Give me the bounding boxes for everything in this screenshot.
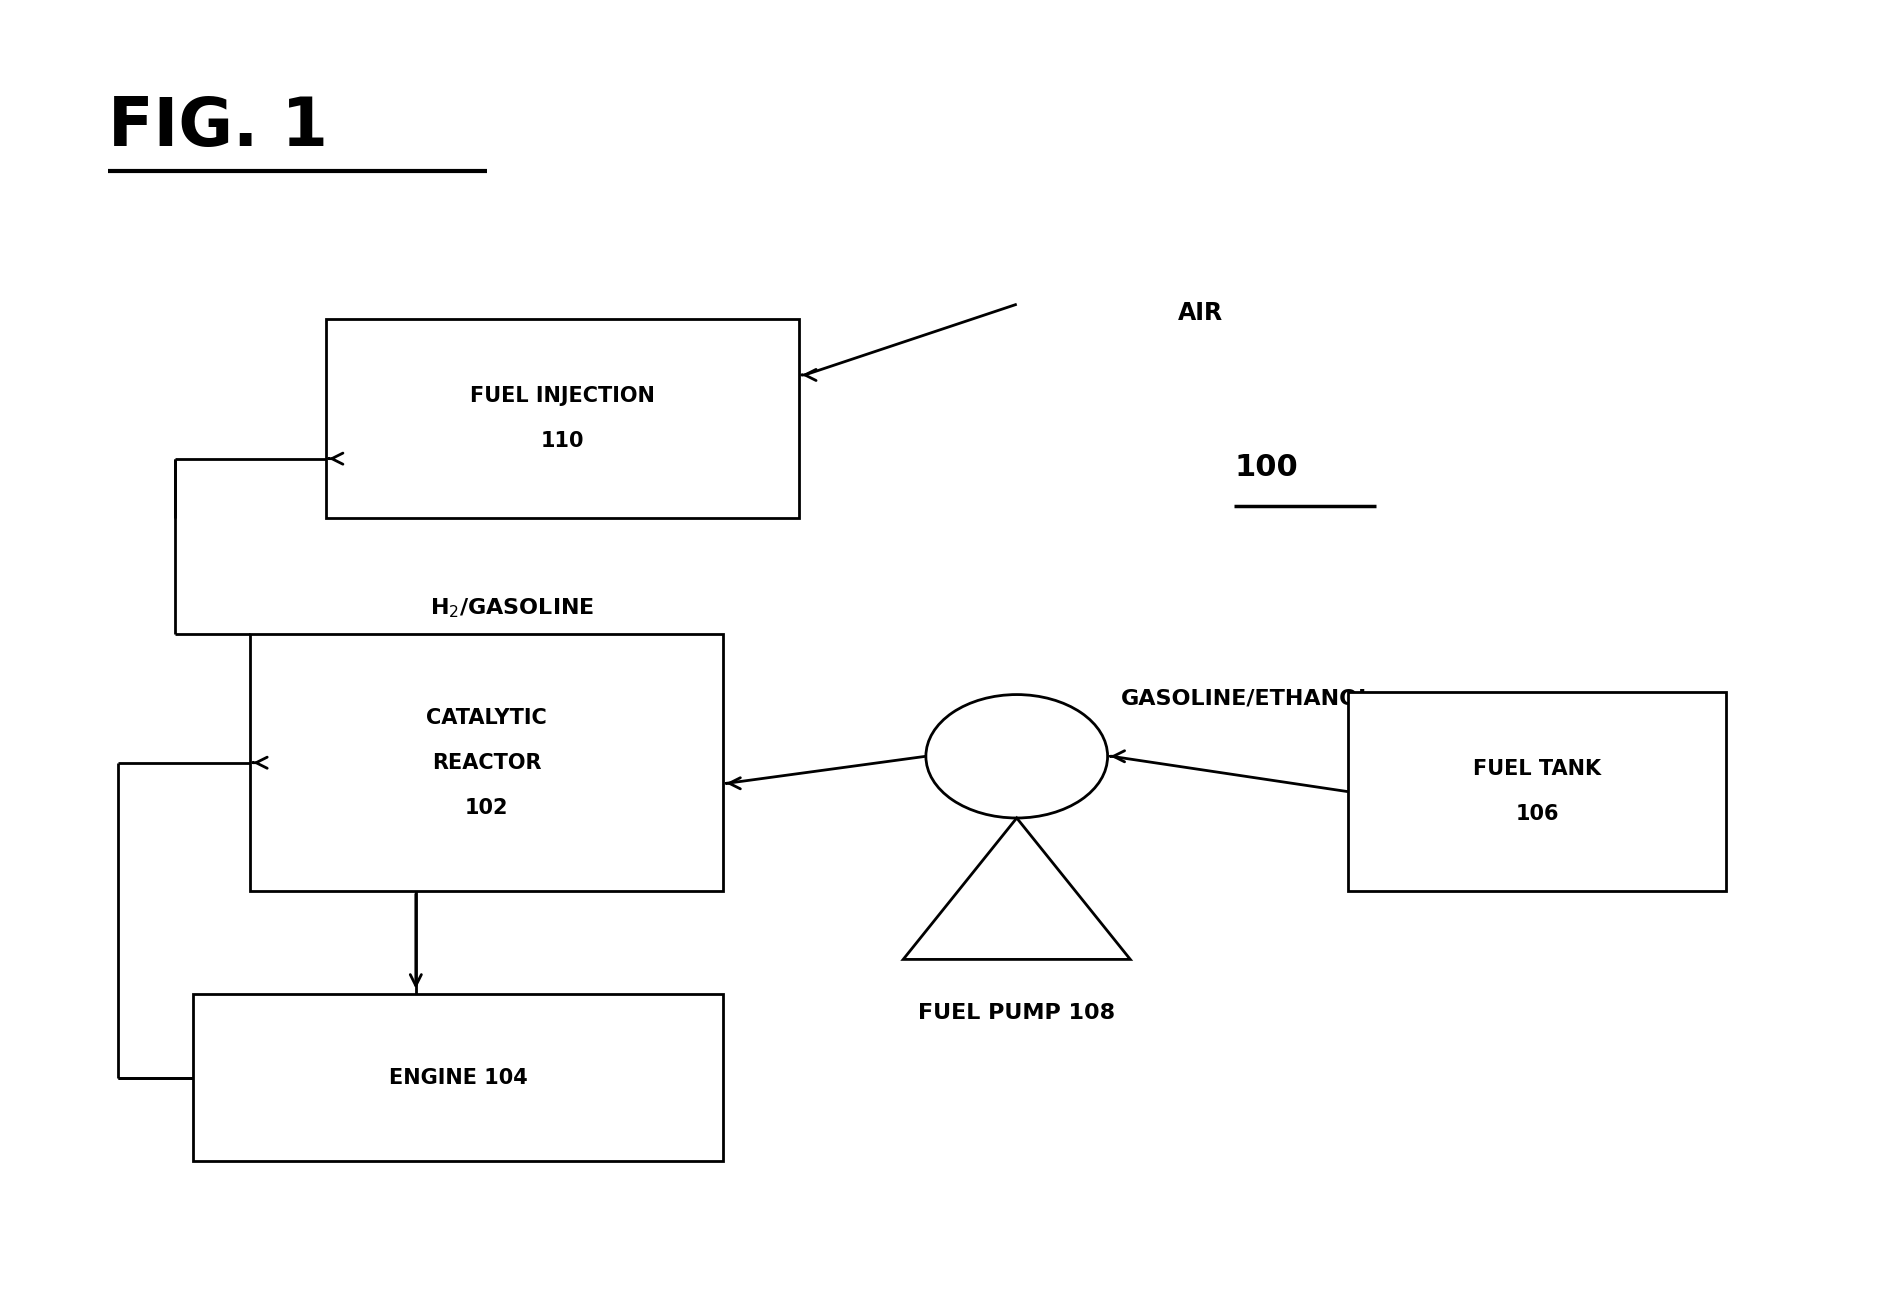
Text: H$_2$/GASOLINE: H$_2$/GASOLINE [430,597,595,620]
Text: ENGINE 104: ENGINE 104 [390,1068,528,1088]
Bar [194,994,724,1161]
Text: 110: 110 [540,431,584,452]
Bar [325,320,798,519]
Text: GASOLINE/ETHANOL: GASOLINE/ETHANOL [1122,688,1373,708]
Circle shape [926,695,1108,818]
Text: 102: 102 [466,797,509,818]
Bar [1348,692,1726,892]
Bar [251,634,724,892]
Text: FUEL TANK: FUEL TANK [1473,760,1601,779]
Text: REACTOR: REACTOR [432,753,542,773]
Text: FUEL INJECTION: FUEL INJECTION [470,387,656,406]
Text: AIR: AIR [1177,300,1222,325]
Text: FUEL PUMP 108: FUEL PUMP 108 [918,1003,1116,1024]
Text: 100: 100 [1234,453,1298,481]
Text: FIG. 1: FIG. 1 [108,94,329,160]
Text: CATALYTIC: CATALYTIC [426,708,547,727]
Text: 106: 106 [1515,804,1559,824]
